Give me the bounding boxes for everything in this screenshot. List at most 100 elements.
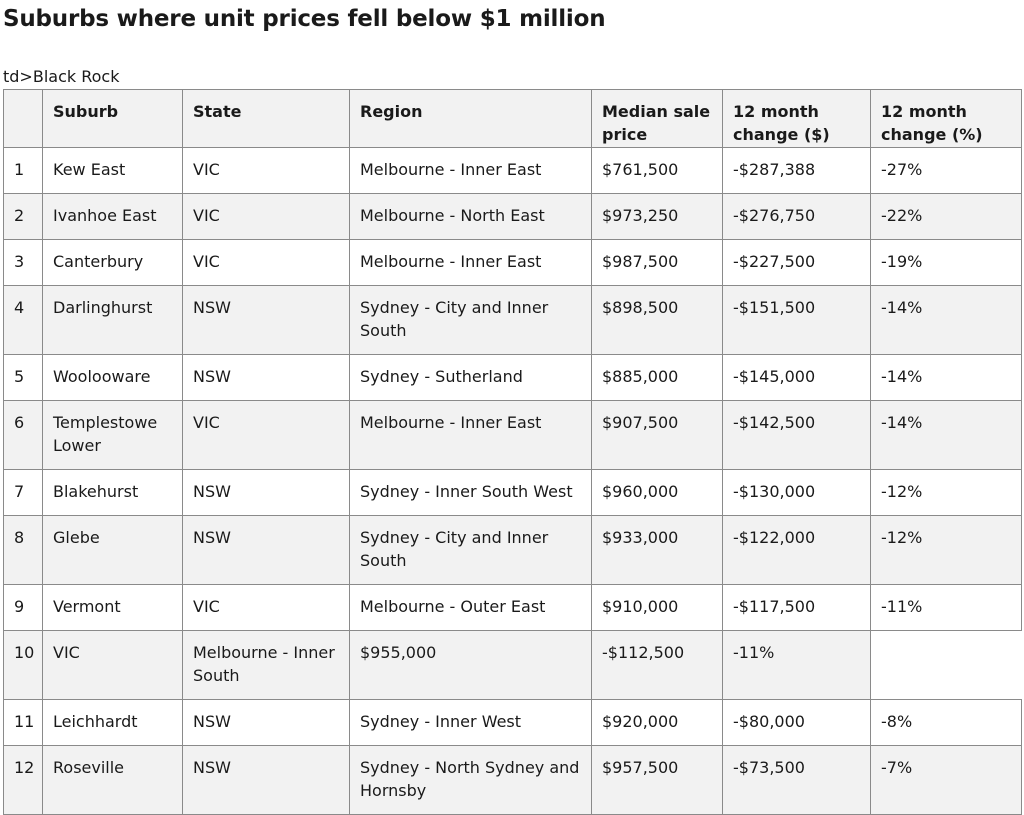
cell-rank: 7: [3, 469, 43, 516]
cell-region: Melbourne - Inner East: [349, 147, 592, 194]
cell-state: NSW: [182, 515, 350, 585]
cell-change-dollars: -$130,000: [722, 469, 871, 516]
cell-median-price: $973,250: [591, 193, 723, 240]
cell-state: NSW: [182, 699, 350, 746]
cell-suburb: Glebe: [42, 515, 183, 585]
cell-change-percent: -14%: [870, 285, 1022, 355]
suburbs-table: Suburb State Region Median sale price 12…: [3, 89, 1022, 815]
header-region: Region: [349, 89, 592, 148]
cell-change-dollars: -$73,500: [722, 745, 871, 815]
cell-state: NSW: [182, 469, 350, 516]
cell-region: Sydney - Sutherland: [349, 354, 592, 401]
cell-region: Melbourne - Outer East: [349, 584, 592, 631]
cell-change-percent: -12%: [870, 515, 1022, 585]
table-row: 7 Blakehurst NSW Sydney - Inner South We…: [3, 469, 1022, 516]
cell-change-percent: -19%: [870, 239, 1022, 286]
cell-region: Sydney - Inner South West: [349, 469, 592, 516]
cell-change-percent: -14%: [870, 354, 1022, 401]
cell-median-price: $960,000: [591, 469, 723, 516]
table-row: 5 Woolooware NSW Sydney - Sutherland $88…: [3, 354, 1022, 401]
cell-state: VIC: [182, 584, 350, 631]
table-header-row: Suburb State Region Median sale price 12…: [3, 89, 1022, 148]
cell-suburb: Roseville: [42, 745, 183, 815]
table-row: 11 Leichhardt NSW Sydney - Inner West $9…: [3, 699, 1022, 746]
cell-suburb: Woolooware: [42, 354, 183, 401]
cell-change-dollars: -$151,500: [722, 285, 871, 355]
table-row: 2 Ivanhoe East VIC Melbourne - North Eas…: [3, 193, 1022, 240]
cell-empty: [870, 630, 1022, 700]
table-row: 8 Glebe NSW Sydney - City and Inner Sout…: [3, 515, 1022, 585]
cell-suburb: Leichhardt: [42, 699, 183, 746]
table-row: 9 Vermont VIC Melbourne - Outer East $91…: [3, 584, 1022, 631]
cell-median-price: $761,500: [591, 147, 723, 194]
cell-median-price: $907,500: [591, 400, 723, 470]
cell-rank: 6: [3, 400, 43, 470]
cell-region: Sydney - North Sydney and Hornsby: [349, 745, 592, 815]
cell-rank: 2: [3, 193, 43, 240]
cell-rank: 3: [3, 239, 43, 286]
cell-change-dollars: -$80,000: [722, 699, 871, 746]
cell-state: NSW: [182, 285, 350, 355]
cell-median-price: $957,500: [591, 745, 723, 815]
cell-change-dollars: -$276,750: [722, 193, 871, 240]
cell-median-price: $910,000: [591, 584, 723, 631]
cell-change-dollars: -$117,500: [722, 584, 871, 631]
cell-change-dollars: -$122,000: [722, 515, 871, 585]
cell-region: Sydney - City and Inner South: [349, 285, 592, 355]
cell-rank: 12: [3, 745, 43, 815]
cell-change-percent: -27%: [870, 147, 1022, 194]
page-title: Suburbs where unit prices fell below $1 …: [3, 6, 606, 32]
cell-rank: 8: [3, 515, 43, 585]
cell-change-dollars: -$145,000: [722, 354, 871, 401]
cell-state-shifted: VIC: [42, 630, 183, 700]
cell-rank: 5: [3, 354, 43, 401]
cell-median-price: $933,000: [591, 515, 723, 585]
cell-median-price: $898,500: [591, 285, 723, 355]
table-row: 1 Kew East VIC Melbourne - Inner East $7…: [3, 147, 1022, 194]
cell-state: NSW: [182, 354, 350, 401]
cell-suburb: Templestowe Lower: [42, 400, 183, 470]
cell-state: VIC: [182, 239, 350, 286]
cell-change-dollars: -$142,500: [722, 400, 871, 470]
cell-suburb: Ivanhoe East: [42, 193, 183, 240]
cell-median-price: $987,500: [591, 239, 723, 286]
header-median-price: Median sale price: [591, 89, 723, 148]
cell-change-percent: -8%: [870, 699, 1022, 746]
cell-change-dollars: -$227,500: [722, 239, 871, 286]
cell-region: Sydney - City and Inner South: [349, 515, 592, 585]
cell-rank: 11: [3, 699, 43, 746]
cell-median-price: $920,000: [591, 699, 723, 746]
cell-change-percent-shifted: -11%: [722, 630, 871, 700]
cell-region: Melbourne - North East: [349, 193, 592, 240]
table-row: 6 Templestowe Lower VIC Melbourne - Inne…: [3, 400, 1022, 470]
cell-suburb: Canterbury: [42, 239, 183, 286]
cell-region-shifted: Melbourne - Inner South: [182, 630, 350, 700]
cell-change-dollars: -$287,388: [722, 147, 871, 194]
cell-state: VIC: [182, 193, 350, 240]
cell-median-price: $885,000: [591, 354, 723, 401]
cell-region: Melbourne - Inner East: [349, 400, 592, 470]
cell-suburb: Vermont: [42, 584, 183, 631]
table-row: 12 Roseville NSW Sydney - North Sydney a…: [3, 745, 1022, 815]
header-state: State: [182, 89, 350, 148]
cell-median-price-shifted: $955,000: [349, 630, 592, 700]
header-change-percent: 12 month change (%): [870, 89, 1022, 148]
cell-suburb: Kew East: [42, 147, 183, 194]
header-suburb: Suburb: [42, 89, 183, 148]
cell-change-percent: -11%: [870, 584, 1022, 631]
stray-markup-text: td>Black Rock: [3, 67, 120, 86]
cell-rank: 1: [3, 147, 43, 194]
cell-region: Melbourne - Inner East: [349, 239, 592, 286]
table-row: 3 Canterbury VIC Melbourne - Inner East …: [3, 239, 1022, 286]
cell-change-percent: -14%: [870, 400, 1022, 470]
cell-rank: 4: [3, 285, 43, 355]
cell-region: Sydney - Inner West: [349, 699, 592, 746]
cell-suburb: Blakehurst: [42, 469, 183, 516]
cell-change-percent: -7%: [870, 745, 1022, 815]
table-row: 4 Darlinghurst NSW Sydney - City and Inn…: [3, 285, 1022, 355]
cell-change-dollars-shifted: -$112,500: [591, 630, 723, 700]
header-change-dollars: 12 month change ($): [722, 89, 871, 148]
cell-change-percent: -22%: [870, 193, 1022, 240]
cell-change-percent: -12%: [870, 469, 1022, 516]
cell-rank: 9: [3, 584, 43, 631]
